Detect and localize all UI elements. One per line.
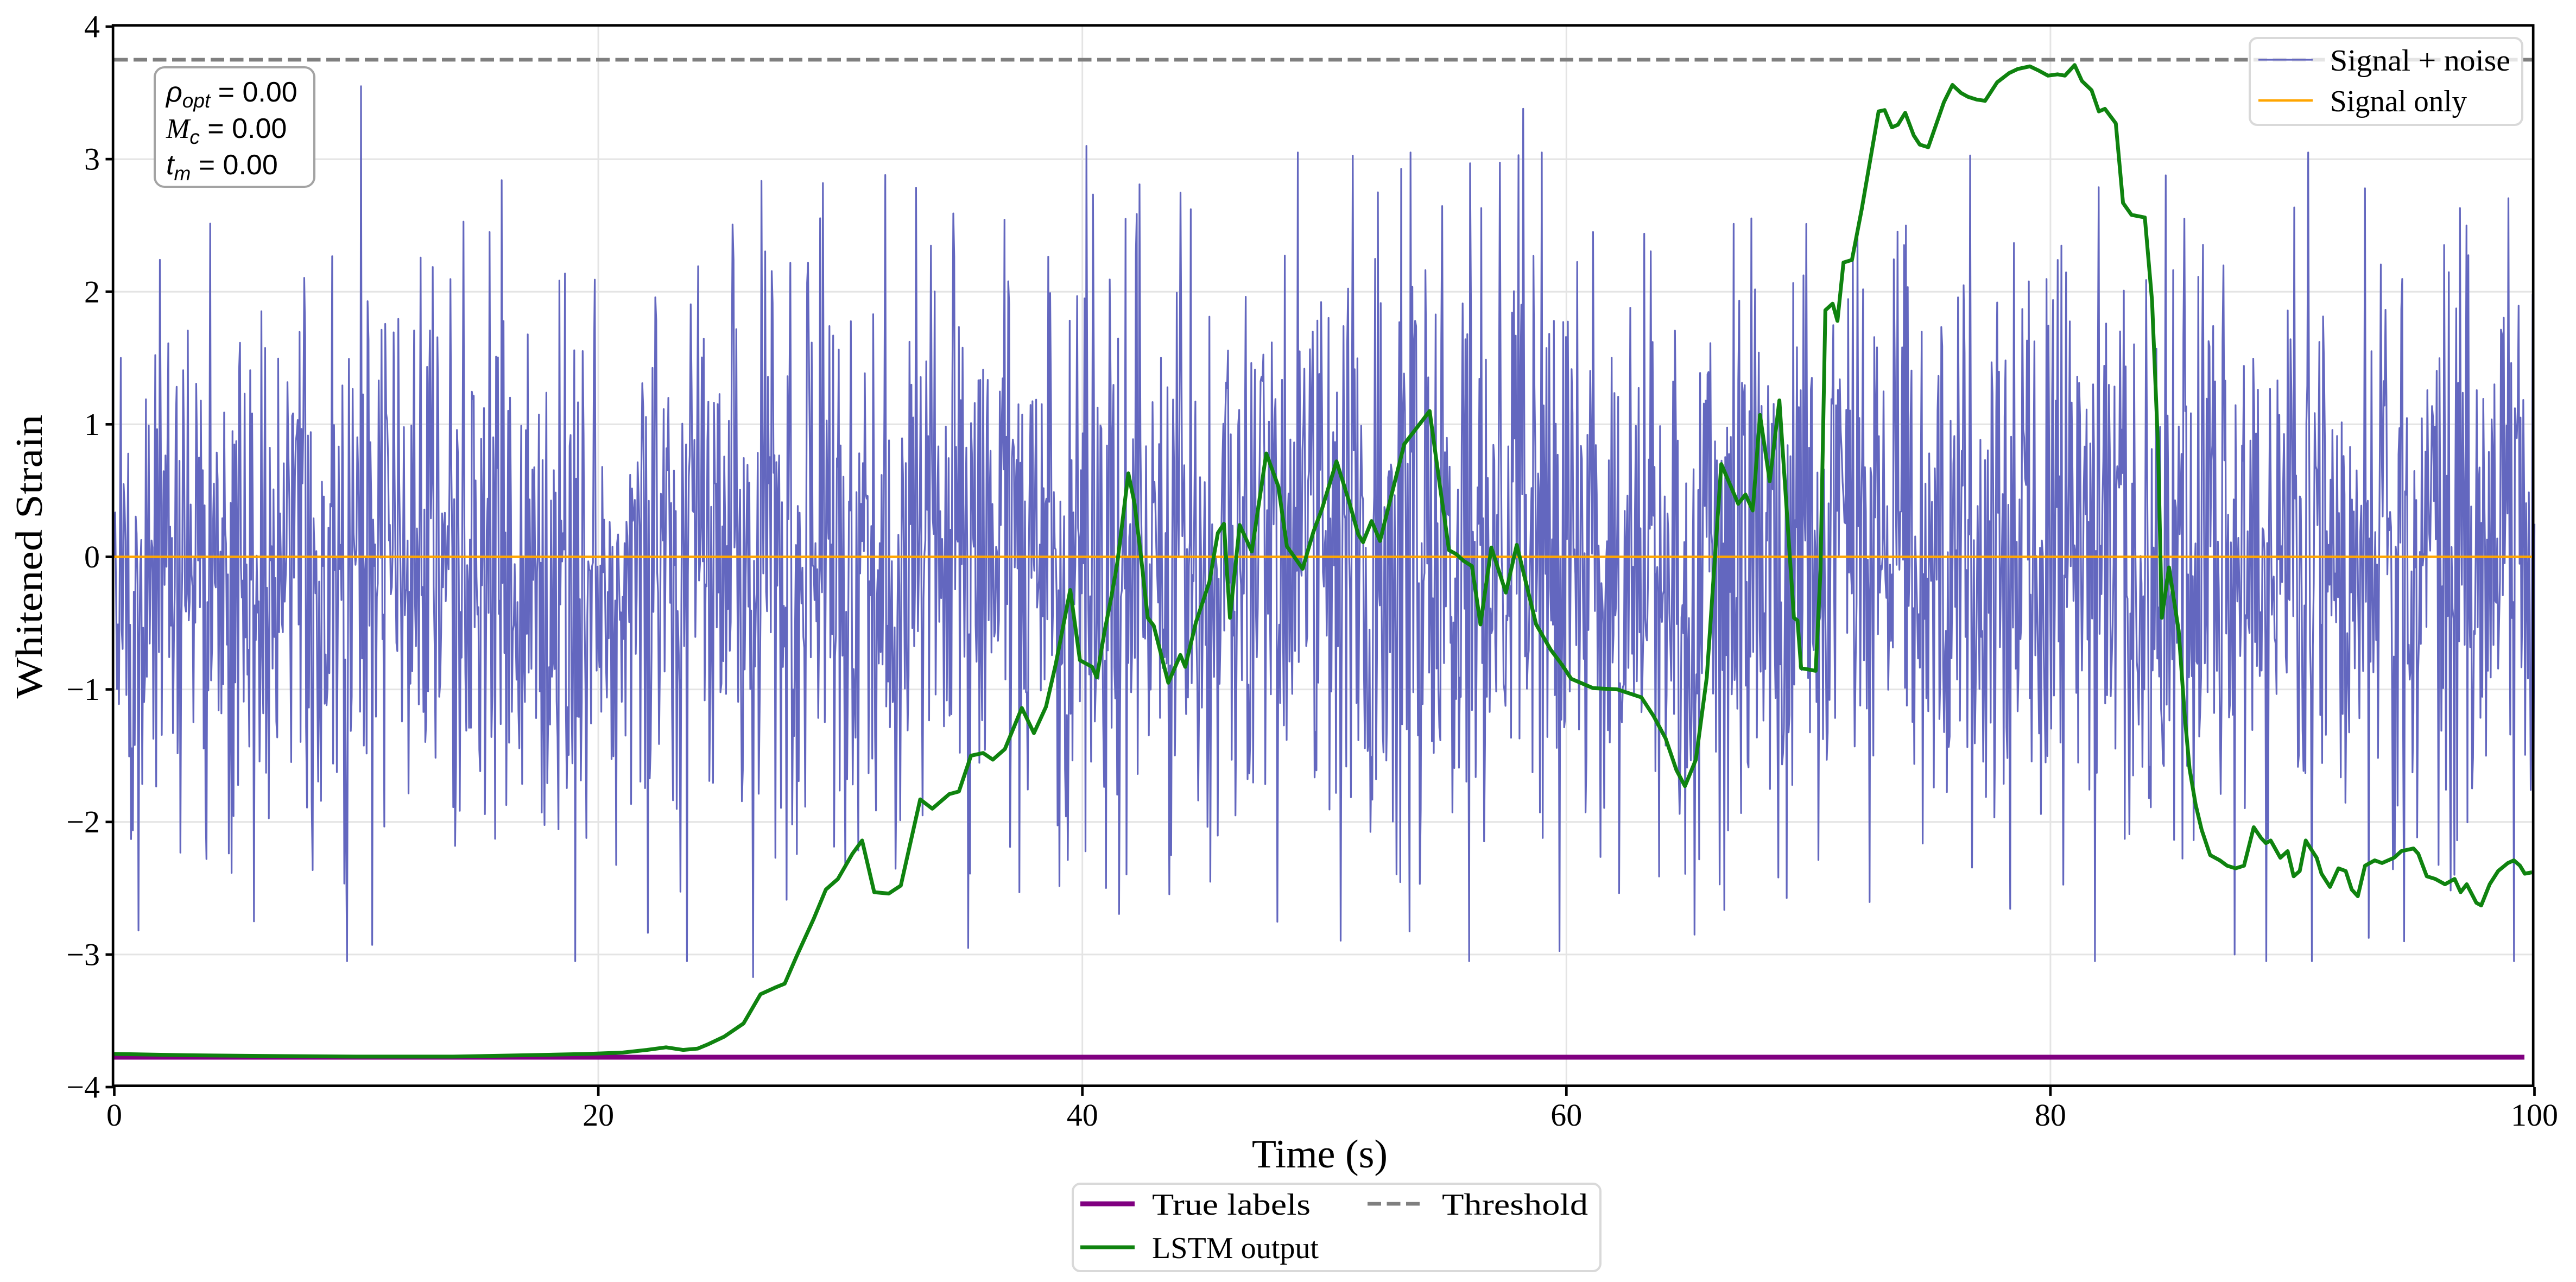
svg-text:100: 100 (2511, 1097, 2558, 1133)
svg-text:ρopt = 0.00: ρopt = 0.00 (165, 77, 298, 112)
svg-text:80: 80 (2035, 1097, 2066, 1133)
svg-text:40: 40 (1067, 1097, 1098, 1133)
svg-text:3: 3 (84, 142, 100, 177)
svg-text:Signal + noise: Signal + noise (2330, 44, 2510, 78)
svg-text:−2: −2 (66, 804, 100, 839)
svg-text:−1: −1 (66, 672, 100, 707)
svg-text:20: 20 (583, 1097, 614, 1133)
svg-text:4: 4 (84, 9, 100, 45)
svg-text:−4: −4 (66, 1070, 100, 1105)
svg-text:tm = 0.00: tm = 0.00 (166, 149, 278, 185)
svg-text:Threshold: Threshold (1442, 1188, 1588, 1222)
svg-text:1: 1 (84, 407, 100, 442)
svg-text:2: 2 (84, 274, 100, 310)
svg-text:Mc = 0.00: Mc = 0.00 (166, 113, 287, 148)
svg-text:−3: −3 (66, 937, 100, 972)
svg-text:60: 60 (1550, 1097, 1582, 1133)
svg-text:Time (s): Time (s) (1252, 1132, 1388, 1177)
svg-text:LSTM output: LSTM output (1152, 1232, 1319, 1265)
svg-text:0: 0 (106, 1097, 122, 1133)
svg-text:True labels: True labels (1152, 1188, 1311, 1222)
svg-text:Whitened Strain: Whitened Strain (9, 415, 50, 699)
svg-text:Signal only: Signal only (2330, 85, 2467, 118)
svg-text:0: 0 (84, 539, 100, 574)
